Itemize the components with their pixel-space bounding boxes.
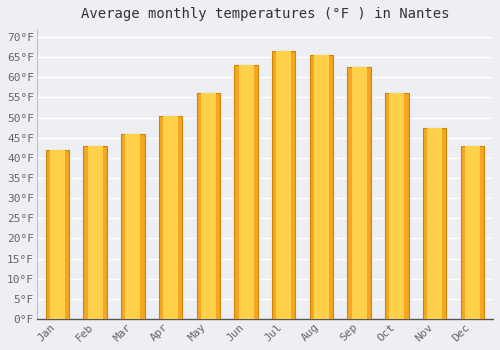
Bar [88,146,102,319]
Bar [310,55,333,319]
Bar [163,116,178,319]
Bar [465,146,480,319]
Bar [50,150,65,319]
Bar [238,65,254,319]
Bar [423,128,446,319]
Bar [201,93,216,319]
Bar [196,93,220,319]
Bar [46,150,69,319]
Bar [352,67,366,319]
Bar [84,146,107,319]
Bar [348,67,371,319]
Bar [390,93,404,319]
Bar [460,146,484,319]
Bar [121,134,144,319]
Bar [126,134,140,319]
Bar [427,128,442,319]
Bar [272,51,295,319]
Bar [159,116,182,319]
Bar [234,65,258,319]
Title: Average monthly temperatures (°F ) in Nantes: Average monthly temperatures (°F ) in Na… [80,7,449,21]
Bar [276,51,291,319]
Bar [314,55,329,319]
Bar [385,93,408,319]
